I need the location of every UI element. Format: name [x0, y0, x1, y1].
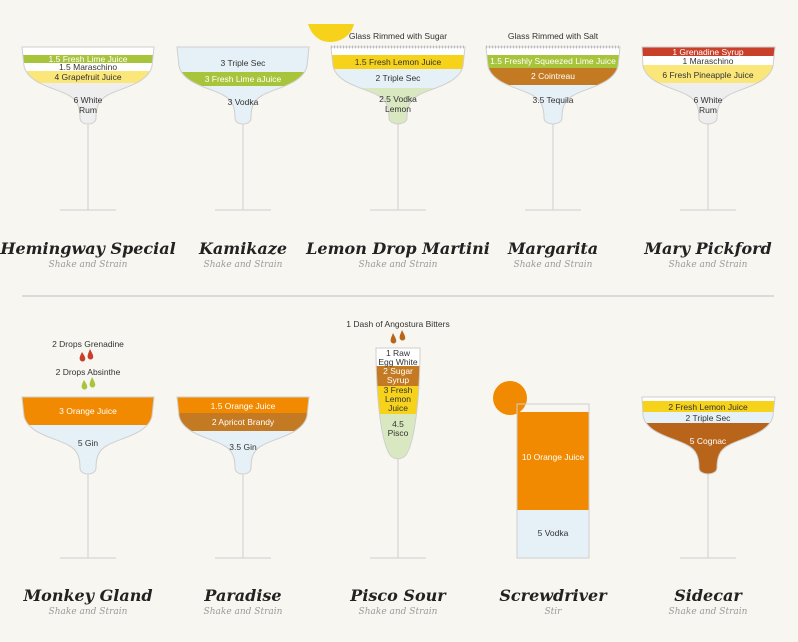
drop-icon — [81, 380, 88, 390]
cocktail-name: Paradise — [203, 586, 281, 605]
orange-slice-icon — [493, 381, 527, 415]
ingredient: 2 Sugar Syrup — [383, 366, 413, 385]
drops-note: 2 Drops Absinthe — [56, 367, 121, 377]
cocktail-monkey-gland: 2 Drops Grenadine 2 Drops Absinthe 3 Ora… — [21, 339, 155, 617]
cocktail-lemon-drop-martini: Glass Rimmed with Sugar 1.5 Fresh Lemon … — [305, 24, 490, 270]
ingredient: 1 Grenadine Syrup — [672, 47, 744, 57]
ingredient: 2 Triple Sec — [686, 413, 732, 423]
ingredient: 3.5 Tequila — [533, 95, 574, 105]
ingredient: 1.5 Orange Juice — [211, 401, 276, 411]
ingredient: 1.5 Maraschino — [59, 62, 117, 72]
drop-icon — [79, 352, 86, 362]
ingredient: 5 Vodka — [538, 528, 569, 538]
glass-note: Glass Rimmed with Sugar — [349, 31, 447, 41]
cocktail-method: Shake and Strain — [49, 260, 128, 270]
ingredient: 6 White Rum — [74, 95, 103, 115]
ingredient: 5 Cognac — [690, 436, 727, 446]
ingredient: 6 Fresh Pineapple Juice — [662, 70, 753, 80]
cocktail-margarita: Glass Rimmed with Salt 1.5 Freshly Squee… — [485, 31, 621, 270]
cocktail-method: Shake and Strain — [669, 260, 748, 270]
drops-note: 2 Drops Grenadine — [52, 339, 124, 349]
ingredient: 2 Fresh Lemon Juice — [668, 402, 748, 412]
drop-icon — [390, 333, 397, 344]
cocktail-kamikaze: 3 Triple Sec 3 Fresh Lime aJuice 3 Vodka… — [176, 46, 310, 270]
cocktail-name: Screwdriver — [499, 586, 608, 605]
ingredient: 3 Fresh Lime aJuice — [205, 74, 282, 84]
ingredient: 4.5 Pisco — [388, 419, 409, 438]
ingredient: 10 Orange Juice — [522, 452, 585, 462]
cocktail-method: Shake and Strain — [359, 607, 438, 617]
ingredient: 3 Fresh Lemon Juice — [384, 385, 413, 413]
ingredient: 3.5 Gin — [229, 442, 257, 452]
ingredient: 2 Apricot Brandy — [212, 417, 275, 427]
cocktail-pisco-sour: 1 Dash of Angostura Bitters 1 Raw Egg Whi… — [346, 319, 449, 617]
cocktail-name: Monkey Gland — [22, 586, 152, 605]
cocktail-method: Shake and Strain — [49, 607, 128, 617]
cocktail-hemingway-special: 1.5 Fresh Lime Juice 1.5 Maraschino 4 Gr… — [0, 46, 176, 270]
drop-icon — [89, 377, 96, 388]
ingredient: 3 Orange Juice — [59, 406, 117, 416]
cocktail-method: Shake and Strain — [359, 260, 438, 270]
ingredient: 2 Cointreau — [531, 71, 575, 81]
cocktail-screwdriver: 10 Orange Juice 5 Vodka Screwdriver Stir — [493, 381, 608, 617]
drop-icon — [87, 349, 94, 360]
cocktail-name: Margarita — [507, 239, 598, 258]
cocktail-paradise: 1.5 Orange Juice 2 Apricot Brandy 3.5 Gi… — [176, 396, 310, 617]
ingredient: 4 Grapefruit Juice — [54, 72, 121, 82]
cocktail-name: Sidecar — [674, 586, 743, 605]
cocktail-name: Mary Pickford — [643, 239, 771, 258]
cocktail-mary-pickford: 1 Grenadine Syrup 1 Maraschino 6 Fresh P… — [641, 46, 776, 270]
cocktail-name: Pisco Sour — [349, 586, 447, 605]
cocktail-name: Hemingway Special — [0, 239, 176, 258]
ingredient: 6 White Rum — [694, 95, 723, 115]
lemon-wedge-icon — [308, 24, 354, 42]
cocktail-method: Shake and Strain — [669, 607, 748, 617]
ingredient: 1 Maraschino — [682, 56, 733, 66]
ingredient: 3 Vodka — [228, 97, 259, 107]
cocktail-method: Shake and Strain — [514, 260, 593, 270]
cocktail-sidecar: 2 Fresh Lemon Juice 2 Triple Sec 5 Cogna… — [641, 396, 776, 617]
ingredient: 1.5 Freshly Squeezed Lime Juice — [490, 56, 616, 66]
cocktail-method: Shake and Strain — [204, 607, 283, 617]
cocktail-name: Kamikaze — [198, 239, 287, 258]
ingredient: 5 Gin — [78, 438, 99, 448]
bitters-note: 1 Dash of Angostura Bitters — [346, 319, 449, 329]
cocktail-name: Lemon Drop Martini — [305, 239, 490, 258]
ingredient: 1 Raw Egg White — [378, 348, 417, 367]
ingredient: 1.5 Fresh Lemon Juice — [355, 57, 442, 67]
ingredient: 3 Triple Sec — [221, 58, 267, 68]
glass-note: Glass Rimmed with Salt — [508, 31, 599, 41]
ingredient: 2 Triple Sec — [376, 73, 422, 83]
ingredient: 1.5 Fresh Lime Juice — [49, 54, 128, 64]
drop-icon — [399, 330, 406, 341]
ingredient: 2.5 Vodka Lemon — [379, 94, 417, 114]
cocktail-method: Shake and Strain — [204, 260, 283, 270]
cocktail-method: Stir — [545, 607, 563, 617]
